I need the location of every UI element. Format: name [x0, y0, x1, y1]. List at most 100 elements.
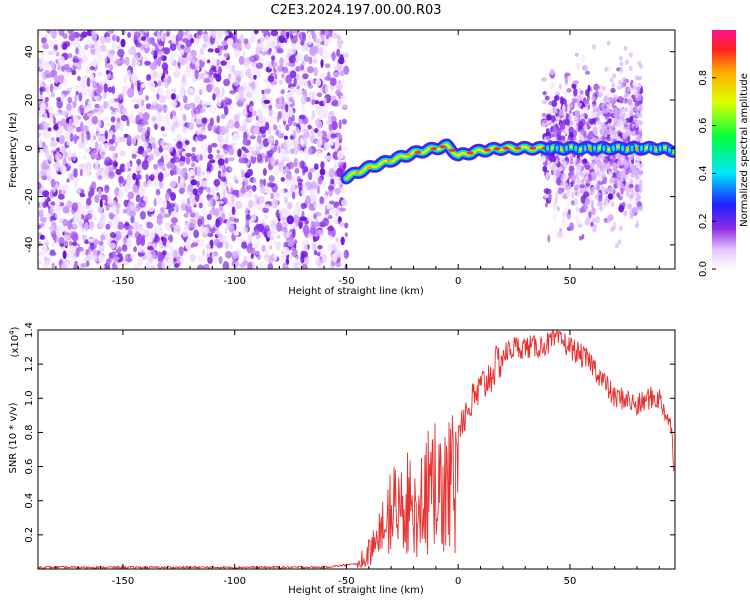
heatmap-spread-cell — [639, 105, 643, 112]
heatmap-noise-cell — [114, 59, 122, 65]
heatmap-noise-cell — [81, 82, 87, 90]
heatmap-spread-cell — [594, 157, 599, 163]
heatmap-noise-cell — [237, 85, 245, 95]
heatmap-bead-core — [574, 145, 578, 152]
heatmap-noise-cell — [66, 200, 73, 209]
heatmap-noise-cell — [146, 74, 152, 81]
heatmap-noise-cell — [329, 77, 337, 86]
heatmap-spread-cell — [581, 65, 588, 71]
heatmap-noise-cell — [190, 162, 196, 168]
heatmap-noise-cell — [245, 219, 250, 229]
heatmap-noise-cell — [243, 83, 247, 89]
heatmap-noise-cell — [216, 229, 221, 237]
heatmap-noise-cell — [153, 50, 158, 56]
heatmap-noise-cell — [123, 57, 130, 66]
heatmap-noise-cell — [244, 63, 251, 69]
heatmap-noise-cell — [215, 73, 222, 83]
heatmap-noise-cell — [127, 32, 131, 38]
heatmap-spread-cell — [619, 175, 624, 181]
heatmap-noise-cell — [95, 160, 100, 166]
snr-series-line — [38, 330, 675, 569]
heatmap-noise-cell — [116, 117, 121, 123]
heatmap-noise-cell — [39, 107, 46, 115]
colorbar-label: Normalized spectral amplitude — [739, 73, 750, 227]
heatmap-noise-cell — [109, 200, 118, 208]
heatmap-spread-cell — [623, 45, 628, 51]
heatmap-noise-cell — [293, 143, 301, 153]
heatmap-noise-cell — [127, 229, 133, 236]
heatmap-noise-cell — [232, 251, 240, 259]
heatmap-noise-cell — [249, 55, 257, 63]
heatmap-noise-cell — [49, 110, 54, 119]
heatmap-noise-cell — [216, 149, 221, 154]
heatmap-noise-cell — [310, 181, 318, 191]
heatmap-noise-cell — [278, 189, 285, 194]
heatmap-noise-cell — [234, 179, 239, 184]
heatmap-noise-cell — [188, 89, 196, 97]
heatmap-noise-cell — [303, 81, 310, 87]
heatmap-noise-cell — [254, 250, 261, 255]
heatmap-spread-cell — [604, 187, 609, 193]
heatmap-noise-cell — [210, 65, 216, 71]
heatmap-noise-cell — [114, 141, 118, 148]
heatmap-noise-cell — [229, 243, 233, 250]
heatmap-noise-cell — [171, 162, 176, 172]
heatmap-noise-cell — [300, 202, 307, 210]
heatmap-noise-cell — [136, 158, 142, 166]
heatmap-noise-cell — [190, 179, 197, 186]
heatmap-noise-cell — [98, 119, 102, 128]
heatmap-noise-cell — [78, 131, 85, 140]
heatmap-noise-cell — [242, 121, 248, 127]
heatmap-spread-cell — [622, 166, 627, 172]
heatmap-noise-cell — [341, 118, 348, 125]
heatmap-noise-cell — [114, 126, 120, 131]
heatmap-noise-cell — [179, 104, 184, 112]
heatmap-noise-cell — [121, 244, 128, 252]
heatmap-noise-cell — [125, 176, 132, 185]
heatmap-noise-cell — [286, 231, 291, 239]
heatmap-noise-cell — [106, 258, 111, 266]
heatmap-noise-cell — [196, 154, 201, 161]
heatmap-spread-cell — [596, 110, 601, 116]
heatmap-noise-cell — [308, 38, 312, 46]
heatmap-bead-core — [583, 145, 587, 152]
heatmap-noise-cell — [243, 148, 250, 153]
heatmap-noise-cell — [263, 204, 271, 209]
heatmap-noise-cell — [264, 35, 271, 42]
heatmap-noise-cell — [75, 47, 79, 55]
heatmap-noise-cell — [246, 214, 251, 221]
heatmap-noise-cell — [313, 100, 320, 105]
heatmap-spread-cell — [563, 173, 567, 182]
heatmap-spread-cell — [580, 113, 585, 118]
heatmap-spread-cell — [583, 191, 590, 198]
heatmap-noise-cell — [38, 241, 42, 247]
heatmap-noise-cell — [93, 253, 98, 263]
heatmap-noise-cell — [204, 145, 208, 153]
heatmap-noise-cell — [344, 222, 349, 229]
heatmap-noise-cell — [107, 191, 112, 199]
heatmap-noise-cell — [62, 190, 66, 195]
heatmap-cells — [38, 30, 675, 269]
heatmap-noise-cell — [255, 70, 261, 79]
heatmap-noise-cell — [340, 237, 346, 243]
heatmap-noise-cell — [162, 115, 169, 124]
heatmap-noise-cell — [287, 238, 295, 247]
heatmap-noise-cell — [294, 54, 299, 64]
heatmap-noise-cell — [333, 72, 340, 77]
heatmap-noise-cell — [89, 243, 97, 250]
heatmap-noise-cell — [97, 107, 104, 115]
heatmap-noise-cell — [331, 32, 339, 39]
heatmap-noise-cell — [320, 34, 326, 42]
heatmap-spread-cell — [580, 170, 584, 178]
heatmap-noise-cell — [271, 55, 275, 61]
heatmap-noise-cell — [342, 146, 348, 152]
heatmap-spread-cell — [610, 201, 615, 207]
heatmap-noise-cell — [52, 239, 56, 248]
heatmap-noise-cell — [295, 187, 300, 195]
heatmap-spread-cell — [576, 191, 582, 197]
heatmap-noise-cell — [232, 142, 238, 148]
heatmap-spread-cell — [581, 203, 588, 213]
heatmap-spread-cell — [577, 120, 584, 130]
heatmap-noise-cell — [78, 141, 85, 150]
colorbar-tick-label: 0.6 — [698, 118, 709, 134]
